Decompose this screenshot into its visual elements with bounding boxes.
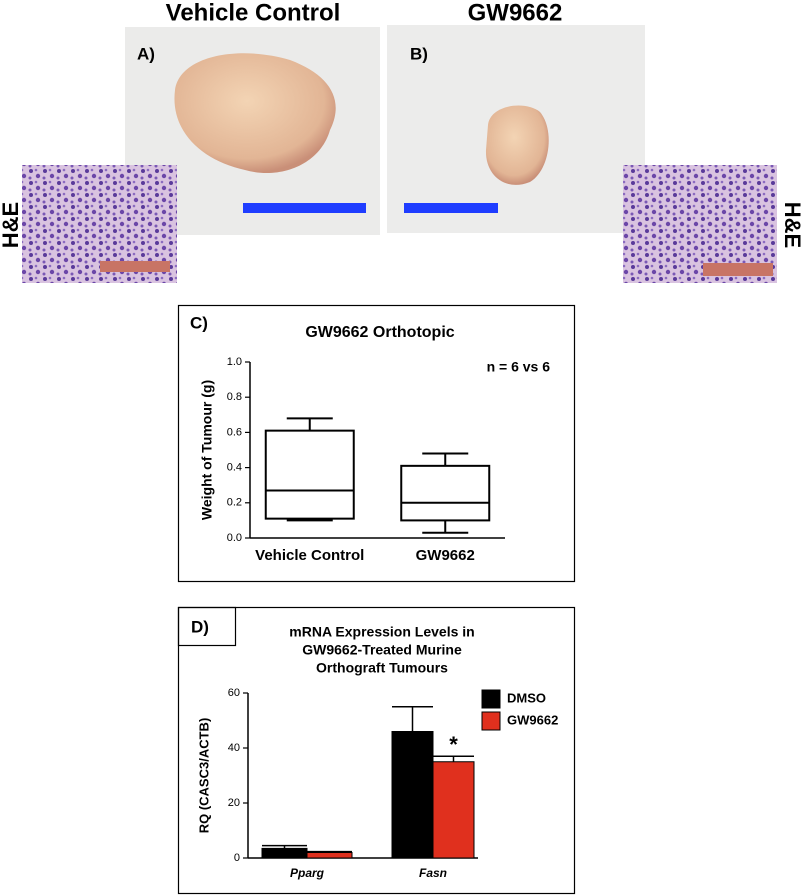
y-tick-label: 60 (228, 687, 240, 699)
chart-title: Orthograft Tumours (316, 660, 448, 676)
y-axis-label: RQ (CASC3/ACTB) (196, 718, 211, 834)
panel-frame (177, 606, 576, 895)
panel-label: B) (410, 44, 428, 63)
y-tick-label: 0 (234, 852, 240, 864)
panel-title: Vehicle Control (166, 0, 341, 26)
bar (391, 731, 434, 859)
panel-title: GW9662 (468, 0, 563, 26)
tumour-b (485, 105, 549, 185)
legend-swatch (481, 711, 501, 731)
scale-bar (100, 261, 170, 272)
x-tick-label: Pparg (290, 866, 325, 880)
x-tick-label: Fasn (419, 866, 447, 880)
significance: * (449, 732, 458, 757)
scale-bar (404, 203, 498, 213)
box (264, 429, 355, 520)
y-tick-label: 20 (228, 797, 240, 809)
legend-swatch (481, 689, 501, 709)
y-tick-label: 0.6 (227, 426, 242, 438)
annotation: n = 6 vs 6 (487, 359, 551, 375)
panel-label: A) (137, 44, 155, 63)
chart-title: GW9662-Treated Murine (302, 642, 462, 658)
y-tick-label: 1.0 (227, 356, 242, 368)
label-tab (177, 606, 237, 647)
bar (261, 847, 308, 859)
y-tick-label: 0.0 (227, 532, 242, 544)
y-tick-label: 0.8 (227, 391, 242, 403)
panel-label: C) (190, 313, 208, 332)
box (400, 464, 491, 522)
y-tick-label: 0.2 (227, 497, 242, 509)
legend-label: DMSO (507, 690, 546, 705)
chart-title: GW9662 Orthotopic (305, 324, 454, 341)
x-tick-label: GW9662 (416, 547, 475, 564)
tumour-a (174, 53, 336, 174)
stain-label: H&E (0, 202, 23, 248)
bar (306, 852, 353, 859)
y-tick-label: 0.4 (227, 462, 242, 474)
y-tick-label: 40 (228, 742, 240, 754)
y-axis-label: Weight of Tumour (g) (199, 380, 215, 520)
stain-label: H&E (780, 202, 805, 248)
bar (432, 761, 475, 859)
scale-bar (243, 203, 366, 213)
x-tick-label: Vehicle Control (255, 547, 364, 564)
legend-label: GW9662 (507, 712, 558, 727)
chart-title: mRNA Expression Levels in (289, 624, 474, 640)
scale-bar (703, 263, 773, 276)
panel-frame (177, 304, 576, 583)
panel-label: D) (191, 617, 209, 636)
